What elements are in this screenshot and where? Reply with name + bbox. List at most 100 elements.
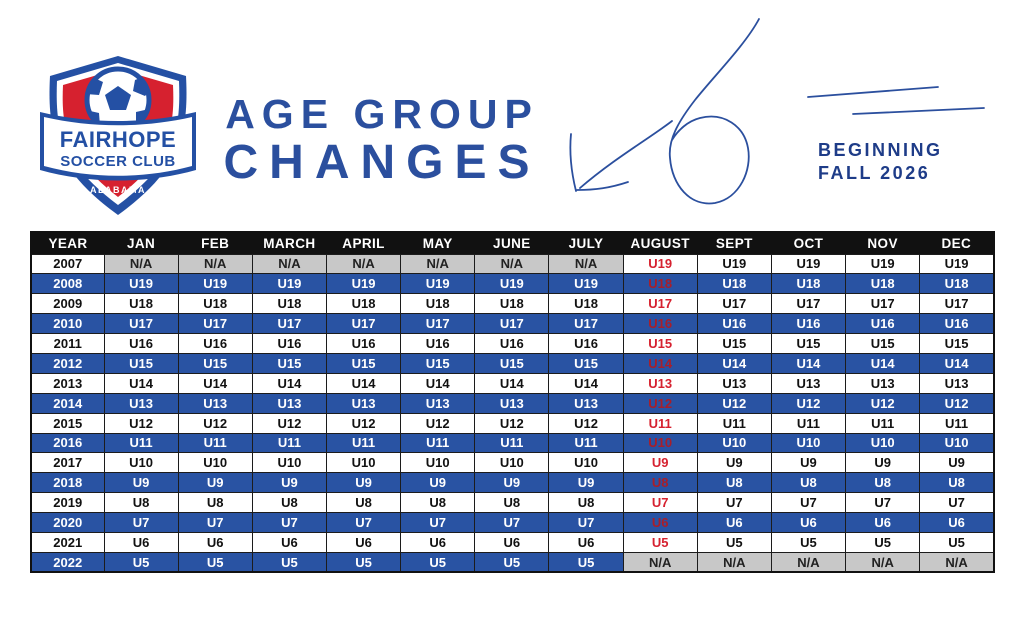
age-cell: U19 xyxy=(622,253,698,275)
age-cell: N/A xyxy=(474,253,550,275)
age-cell: U9 xyxy=(474,472,550,494)
age-cell: N/A xyxy=(177,253,253,275)
age-cell: U18 xyxy=(325,293,402,315)
age-cell: U10 xyxy=(622,432,698,454)
age-cell: U13 xyxy=(474,392,550,414)
age-cell: U18 xyxy=(103,293,179,315)
age-cell: U15 xyxy=(325,352,402,374)
age-cell: U17 xyxy=(845,293,921,315)
age-cell: U19 xyxy=(919,253,995,275)
column-header: YEAR xyxy=(31,232,104,254)
column-header: MAY xyxy=(400,232,475,254)
table-row: 2010 U17 U17 U17 U17 U17 U17 U17 U16 U16 U16 U16 U16 xyxy=(30,313,995,335)
age-cell: U18 xyxy=(696,273,772,295)
column-header: FEB xyxy=(178,232,253,254)
age-cell: U6 xyxy=(696,512,772,533)
subtitle-line2: FALL 2026 xyxy=(818,162,931,183)
age-cell: U19 xyxy=(548,273,624,295)
age-cell: U18 xyxy=(845,273,921,295)
subtitle: BEGINNING FALL 2026 xyxy=(818,139,998,184)
age-cell: U18 xyxy=(251,293,327,315)
age-cell: U18 xyxy=(770,273,847,295)
age-cell: U12 xyxy=(251,412,327,434)
table-row: 2012 U15 U15 U15 U15 U15 U15 U15 U14 U14 U14 U14 U14 xyxy=(30,352,995,374)
age-cell: N/A xyxy=(696,551,772,573)
age-cell: U5 xyxy=(177,551,253,573)
year-cell: 2022 xyxy=(30,551,105,573)
age-cell: U7 xyxy=(919,492,995,514)
age-cell: U15 xyxy=(696,333,772,354)
age-cell: U9 xyxy=(325,472,402,494)
arrowhead-barb-2 xyxy=(576,181,629,191)
age-cell: U11 xyxy=(400,432,476,454)
year-cell: 2011 xyxy=(30,333,105,354)
age-cell: U16 xyxy=(622,313,698,335)
year-cell: 2019 xyxy=(30,492,105,514)
age-cell: U10 xyxy=(400,452,476,474)
age-cell: U18 xyxy=(919,273,995,295)
age-cell: U11 xyxy=(770,412,847,434)
table-row: 2013 U14 U14 U14 U14 U14 U14 U14 U13 U13 U13 U13 U13 xyxy=(30,372,995,394)
column-header: JUNE xyxy=(474,232,549,254)
age-cell: U15 xyxy=(845,333,921,354)
age-cell: U12 xyxy=(103,412,179,434)
table-row: 2011 U16 U16 U16 U16 U16 U16 U16 U15 U15 U15 U15 U15 xyxy=(30,333,995,354)
table-row: 2019 U8 U8 U8 U8 U8 U8 U8 U7 U7 U7 U7 U7 xyxy=(30,492,995,514)
age-cell: U8 xyxy=(696,472,772,494)
age-cell: U9 xyxy=(177,472,253,494)
age-cell: U16 xyxy=(177,333,253,354)
age-cell: U14 xyxy=(770,352,847,374)
age-cell: U7 xyxy=(474,512,550,533)
age-cell: U16 xyxy=(845,313,921,335)
column-header: JAN xyxy=(104,232,179,254)
arrow-shaft-stroke xyxy=(579,120,673,189)
column-header: AUGUST xyxy=(623,232,698,254)
age-cell: U5 xyxy=(919,531,995,553)
year-cell: 2015 xyxy=(30,412,105,434)
age-cell: U13 xyxy=(919,372,995,394)
age-cell: U8 xyxy=(400,492,476,514)
age-cell: U15 xyxy=(919,333,995,354)
age-cell: U11 xyxy=(622,412,698,434)
age-cell: U19 xyxy=(400,273,476,295)
age-cell: U8 xyxy=(622,472,698,494)
accent-line-2 xyxy=(852,107,985,115)
age-cell: U6 xyxy=(177,531,253,553)
age-cell: U12 xyxy=(548,412,624,434)
banner-inner xyxy=(44,117,192,176)
age-cell: U14 xyxy=(548,372,624,394)
age-cell: U12 xyxy=(919,392,995,414)
age-cell: U9 xyxy=(400,472,476,494)
age-cell: U19 xyxy=(845,253,921,275)
age-cell: U15 xyxy=(770,333,847,354)
age-cell: U9 xyxy=(770,452,847,474)
age-cell: U15 xyxy=(103,352,179,374)
age-cell: U14 xyxy=(400,372,476,394)
age-cell: N/A xyxy=(919,551,995,573)
age-cell: N/A xyxy=(103,253,179,275)
arrowhead-barb-1 xyxy=(569,133,577,192)
age-cell: U7 xyxy=(845,492,921,514)
year-cell: 2007 xyxy=(30,253,105,275)
table-row: 2014 U13 U13 U13 U13 U13 U13 U13 U12 U12 U12 U12 U12 xyxy=(30,392,995,414)
age-cell: U16 xyxy=(474,333,550,354)
age-cell: U7 xyxy=(325,512,402,533)
age-cell: U18 xyxy=(548,293,624,315)
age-cell: U11 xyxy=(548,432,624,454)
age-cell: U16 xyxy=(400,333,476,354)
table-row: 2015 U12 U12 U12 U12 U12 U12 U12 U11 U11 U11 U11 U11 xyxy=(30,412,995,434)
age-cell: U18 xyxy=(622,273,698,295)
table-row: 2009 U18 U18 U18 U18 U18 U18 U18 U17 U17 U17 U17 U17 xyxy=(30,293,995,315)
age-cell: U19 xyxy=(770,253,847,275)
age-cell: U5 xyxy=(400,551,476,573)
age-cell: U8 xyxy=(845,472,921,494)
age-cell: U8 xyxy=(548,492,624,514)
age-cell: U5 xyxy=(325,551,402,573)
age-cell: U16 xyxy=(325,333,402,354)
age-cell: U8 xyxy=(770,472,847,494)
age-cell: U6 xyxy=(622,512,698,533)
age-cell: U14 xyxy=(103,372,179,394)
age-cell: U11 xyxy=(103,432,179,454)
age-cell: U8 xyxy=(325,492,402,514)
age-cell: U15 xyxy=(622,333,698,354)
